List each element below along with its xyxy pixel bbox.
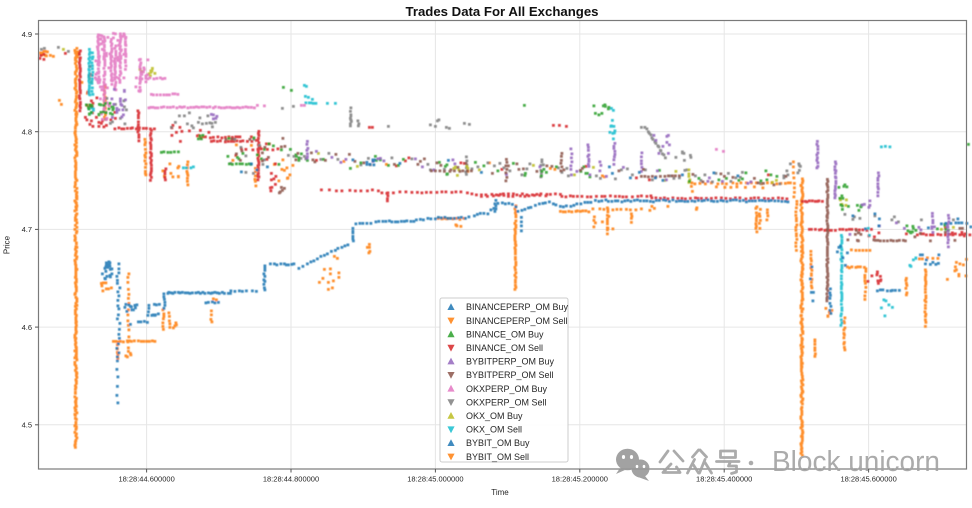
svg-text:4.6: 4.6: [22, 323, 32, 332]
svg-text:BINANCE_OM Buy: BINANCE_OM Buy: [466, 329, 544, 339]
svg-text:BINANCEPERP_OM Buy: BINANCEPERP_OM Buy: [466, 302, 569, 312]
svg-text:Trades Data For All Exchanges: Trades Data For All Exchanges: [406, 4, 599, 19]
svg-text:18:28:45.600000: 18:28:45.600000: [840, 475, 896, 484]
svg-text:BINANCE_OM Sell: BINANCE_OM Sell: [466, 343, 543, 353]
svg-text:18:28:44.800000: 18:28:44.800000: [263, 475, 319, 484]
svg-text:BYBIT_OM Sell: BYBIT_OM Sell: [466, 452, 529, 462]
svg-text:18:28:45.000000: 18:28:45.000000: [407, 475, 463, 484]
svg-text:OKX_OM Sell: OKX_OM Sell: [466, 425, 522, 435]
svg-text:4.8: 4.8: [22, 128, 32, 137]
svg-text:OKX_OM Buy: OKX_OM Buy: [466, 411, 523, 421]
svg-text:18:28:45.200000: 18:28:45.200000: [552, 475, 608, 484]
svg-text:4.7: 4.7: [22, 225, 32, 234]
svg-text:4.9: 4.9: [22, 30, 32, 39]
svg-text:BYBITPERP_OM Buy: BYBITPERP_OM Buy: [466, 357, 555, 367]
svg-text:Block unicorn: Block unicorn: [772, 446, 940, 478]
svg-text:Price: Price: [3, 235, 12, 254]
svg-text:Time: Time: [491, 488, 509, 497]
svg-text:BINANCEPERP_OM Sell: BINANCEPERP_OM Sell: [466, 316, 568, 326]
svg-text:OKXPERP_OM Sell: OKXPERP_OM Sell: [466, 397, 547, 407]
svg-text:BYBIT_OM Buy: BYBIT_OM Buy: [466, 438, 530, 448]
svg-text:18:28:45.400000: 18:28:45.400000: [696, 475, 752, 484]
svg-text:18:28:44.600000: 18:28:44.600000: [118, 475, 174, 484]
svg-text:BYBITPERP_OM Sell: BYBITPERP_OM Sell: [466, 370, 554, 380]
svg-text:4.5: 4.5: [22, 421, 32, 430]
svg-text:OKXPERP_OM Buy: OKXPERP_OM Buy: [466, 384, 548, 394]
